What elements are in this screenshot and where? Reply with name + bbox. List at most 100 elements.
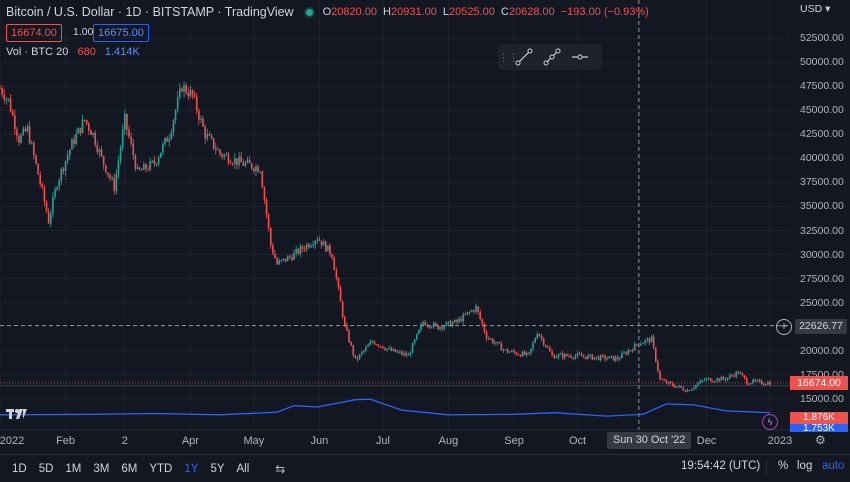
candle-body: [26, 126, 29, 132]
candle-body: [523, 351, 526, 355]
candle-body: [595, 356, 598, 358]
gear-icon[interactable]: ⚙: [815, 433, 826, 447]
range-button-6m[interactable]: 6M: [121, 462, 138, 475]
candle-body: [663, 379, 666, 381]
range-button-5d[interactable]: 5D: [38, 462, 54, 475]
candle-body: [166, 137, 168, 142]
candle-body: [631, 350, 634, 352]
clock[interactable]: 19:54:42 (UTC): [681, 460, 761, 472]
candle-body: [11, 111, 14, 116]
lightning-icon[interactable]: ϟ: [762, 414, 778, 430]
candle-body: [339, 287, 342, 302]
candle-body: [373, 341, 376, 345]
candle-body: [678, 385, 680, 387]
candle-body: [94, 132, 96, 145]
candle-body: [322, 241, 325, 246]
candle-body: [136, 167, 139, 169]
tradingview-logo[interactable]: [6, 407, 28, 423]
candle-body: [350, 342, 352, 346]
candle-body: [88, 123, 90, 131]
candle-body: [456, 319, 458, 322]
candle-body: [246, 159, 249, 163]
price-tick-label: 45000.00: [800, 104, 844, 117]
candle-body: [481, 319, 484, 325]
add-alert-icon[interactable]: +: [776, 319, 792, 335]
candle-body: [335, 269, 338, 279]
candle-body: [737, 371, 740, 374]
candle-body: [253, 168, 255, 172]
candle-body: [424, 322, 426, 326]
candle-body: [35, 155, 37, 164]
range-button-5y[interactable]: 5Y: [210, 462, 225, 475]
candle-body: [272, 245, 274, 254]
candle-body: [145, 164, 147, 170]
candle-body: [210, 135, 213, 139]
volume-legend[interactable]: Vol · BTC 20 680 1.414K: [6, 46, 140, 58]
candle-body: [140, 169, 143, 171]
drag-handle-icon[interactable]: ⋮⋮: [498, 51, 519, 64]
candle-body: [693, 387, 695, 390]
candle-body: [259, 171, 261, 173]
candle-body: [451, 322, 454, 327]
candle-body: [9, 98, 12, 112]
symbol-title[interactable]: Bitcoin / U.S. Dollar · 1D · BITSTAMP · …: [6, 5, 294, 19]
range-button-3m[interactable]: 3M: [93, 462, 110, 475]
candle-body: [462, 314, 465, 322]
candle-body: [729, 375, 731, 378]
candle-body: [352, 345, 355, 356]
last-price-label: 16674.00: [790, 376, 848, 390]
candle-body: [221, 153, 223, 157]
go-to-date-icon[interactable]: ⇆: [275, 461, 286, 476]
auto-scale-toggle[interactable]: auto: [822, 460, 845, 472]
candle-body: [267, 214, 270, 229]
candle-body: [752, 379, 754, 384]
candle-body: [183, 85, 185, 92]
candle-body: [479, 312, 481, 320]
candle-body: [356, 358, 359, 360]
currency-selector[interactable]: USD ▾: [800, 3, 831, 15]
candle-body: [174, 110, 177, 121]
range-button-1d[interactable]: 1D: [12, 462, 27, 475]
price-tick-label: 20000.00: [800, 344, 844, 357]
range-button-1y[interactable]: 1Y: [184, 462, 199, 475]
percent-scale-toggle[interactable]: %: [778, 460, 789, 472]
buy-price-button[interactable]: 16675.00: [93, 24, 149, 42]
candle-body: [225, 154, 228, 156]
candle-body: [652, 336, 655, 348]
range-selector: 1D 5D 1M 3M 6M YTD 1Y 5Y All: [0, 463, 249, 475]
candle-body: [767, 382, 769, 385]
candle-body: [39, 174, 41, 184]
candle-body: [720, 376, 723, 381]
candle-body: [519, 354, 522, 357]
spread-value: 1.00: [73, 26, 94, 38]
candle-body: [344, 317, 346, 326]
chart-canvas[interactable]: [0, 0, 850, 454]
range-button-all[interactable]: All: [236, 462, 250, 475]
candle-body: [124, 113, 126, 130]
candle-body: [572, 357, 575, 359]
candle-body: [187, 92, 190, 97]
candle-body: [733, 375, 735, 377]
candle-body: [434, 322, 437, 325]
candle-body: [498, 341, 501, 344]
range-button-ytd[interactable]: YTD: [149, 462, 173, 475]
candle-body: [489, 338, 492, 340]
candle-body: [574, 355, 577, 359]
log-scale-toggle[interactable]: log: [797, 460, 813, 472]
candle-body: [66, 155, 69, 162]
candle-body: [401, 351, 403, 355]
candle-body: [578, 353, 581, 355]
horizontal-ray-icon[interactable]: [566, 44, 594, 70]
trend-line-icon[interactable]: [510, 44, 538, 70]
candle-body: [52, 197, 54, 214]
path-icon[interactable]: [538, 44, 566, 70]
candle-body: [743, 375, 746, 379]
candle-body: [707, 378, 710, 380]
candle-body: [413, 339, 416, 344]
candle-body: [219, 149, 221, 154]
range-button-1m[interactable]: 1M: [65, 462, 82, 475]
sell-price-button[interactable]: 16674.00: [6, 24, 62, 42]
candle-body: [396, 351, 399, 353]
candle-body: [432, 322, 435, 328]
candle-body: [3, 94, 6, 100]
